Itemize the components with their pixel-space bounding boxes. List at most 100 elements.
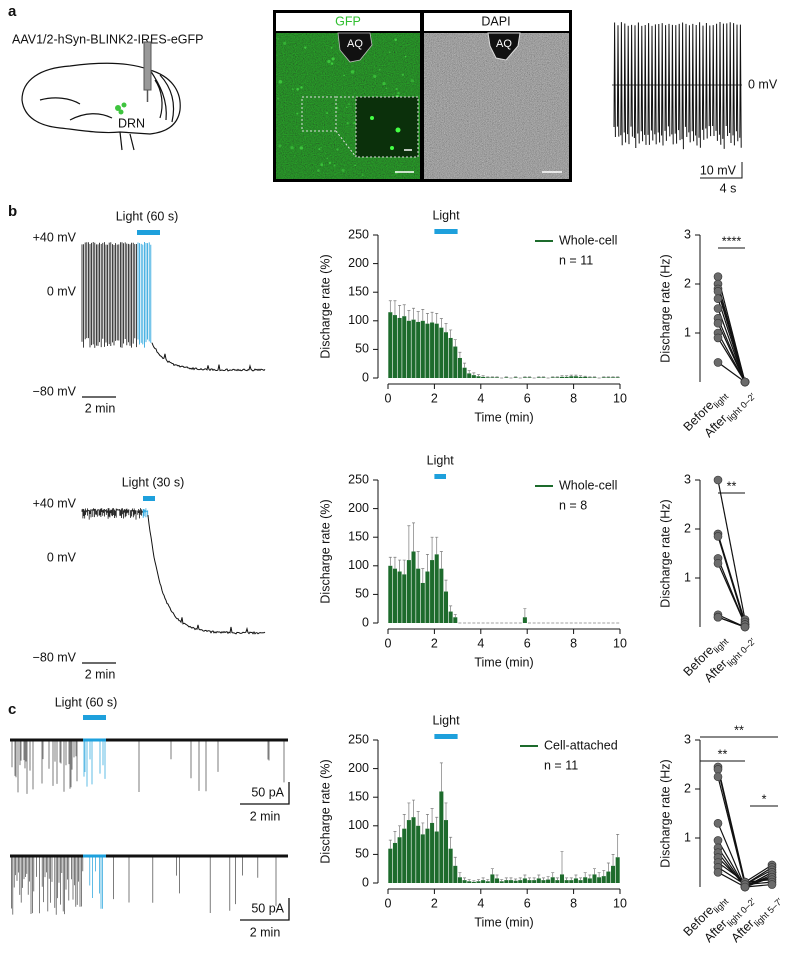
scale-x-label: 2 min [250, 925, 281, 939]
error-bar [439, 318, 443, 328]
x-tick-label: 10 [613, 636, 627, 650]
error-bar [541, 376, 545, 378]
error-bar [611, 854, 615, 866]
error-bar [435, 536, 439, 555]
error-bar [504, 376, 508, 378]
cell-speckle [317, 169, 320, 172]
data-point [713, 772, 723, 782]
data-point [740, 377, 750, 387]
bar [406, 320, 411, 378]
bar [416, 568, 421, 623]
bar [467, 881, 472, 883]
expression-site [115, 102, 127, 115]
data-point [713, 836, 723, 845]
bar [541, 880, 546, 883]
y-tick-label: 3 [684, 732, 691, 746]
cell-speckle [352, 121, 356, 125]
error-bar [388, 300, 392, 313]
category-subscript: light [712, 896, 731, 915]
error-bar [476, 374, 480, 377]
cell-speckle [327, 59, 331, 64]
error-bar [588, 376, 592, 378]
error-bar [453, 614, 457, 618]
cell-speckle [300, 86, 303, 89]
micrograph-gfp: GFP AQ [273, 10, 423, 182]
x-axis-title: Time (min) [474, 410, 533, 424]
bar [462, 880, 467, 883]
region-label: DRN [118, 116, 145, 130]
bar [457, 357, 462, 378]
current-trace-light [89, 856, 103, 909]
light-bar [137, 230, 160, 235]
bar [485, 377, 490, 378]
current-trace [11, 856, 277, 915]
bar [573, 376, 578, 378]
error-bar [458, 872, 462, 878]
panel-label: c [8, 701, 16, 718]
cell-speckle [278, 79, 283, 84]
y-tick-label: 250 [348, 227, 369, 241]
y-tick-label: 2 [684, 521, 691, 535]
bar [508, 880, 513, 883]
bar [388, 565, 393, 623]
bar [569, 880, 574, 883]
cell-speckle [346, 122, 349, 125]
error-bar [430, 536, 434, 561]
error-bar [416, 551, 420, 569]
voltage-trace-decay [147, 515, 266, 635]
error-bar [546, 876, 550, 880]
bar [434, 323, 439, 378]
error-bar [518, 877, 522, 881]
bar [411, 551, 416, 623]
x-tick-label: 0 [385, 636, 392, 650]
category-subscript: light [712, 391, 731, 410]
error-bar [569, 877, 573, 881]
pair-line [744, 879, 773, 883]
error-bar [592, 868, 596, 875]
bar [411, 817, 416, 883]
x-tick-label: 0 [385, 391, 392, 405]
significance-label: **** [722, 234, 742, 248]
x-axis-title: Time (min) [474, 655, 533, 669]
bar [541, 377, 546, 378]
bar [532, 880, 537, 883]
bar [453, 346, 458, 378]
data-point [740, 622, 750, 632]
error-bar [467, 879, 471, 882]
error-bar [439, 762, 443, 792]
error-bar [402, 814, 406, 829]
error-bar [421, 568, 425, 583]
error-bar [425, 554, 429, 572]
bar [522, 377, 527, 378]
error-bar [449, 605, 453, 612]
x-tick-label: 10 [613, 896, 627, 910]
legend-label: Cell-attached [544, 738, 618, 752]
pair-line [717, 866, 746, 886]
category-subscript: light 5–7′ [752, 896, 785, 929]
data-point [713, 333, 723, 343]
bar [601, 876, 606, 883]
category-subscript: light 0–2′ [725, 391, 758, 424]
bar [457, 877, 462, 883]
pair-line [717, 871, 746, 888]
bar [388, 848, 393, 883]
light-bar [434, 734, 458, 739]
bar [402, 574, 407, 623]
y-axis-title: Discharge rate (Hz) [658, 499, 672, 607]
scale-x-label: 2 min [85, 401, 116, 415]
error-bar [495, 874, 499, 879]
pair-line [744, 881, 773, 886]
bar [513, 377, 518, 378]
error-bar [416, 311, 420, 322]
bar [573, 878, 578, 883]
y-tick-label: 3 [684, 227, 691, 241]
cell-speckle [354, 164, 356, 167]
bar [430, 322, 435, 378]
bar [587, 878, 592, 883]
error-bar [416, 811, 420, 826]
bar [434, 554, 439, 623]
error-bar [551, 376, 555, 378]
error-bar [402, 559, 406, 575]
data-point [713, 287, 723, 296]
light-label: Light (60 s) [55, 695, 118, 709]
